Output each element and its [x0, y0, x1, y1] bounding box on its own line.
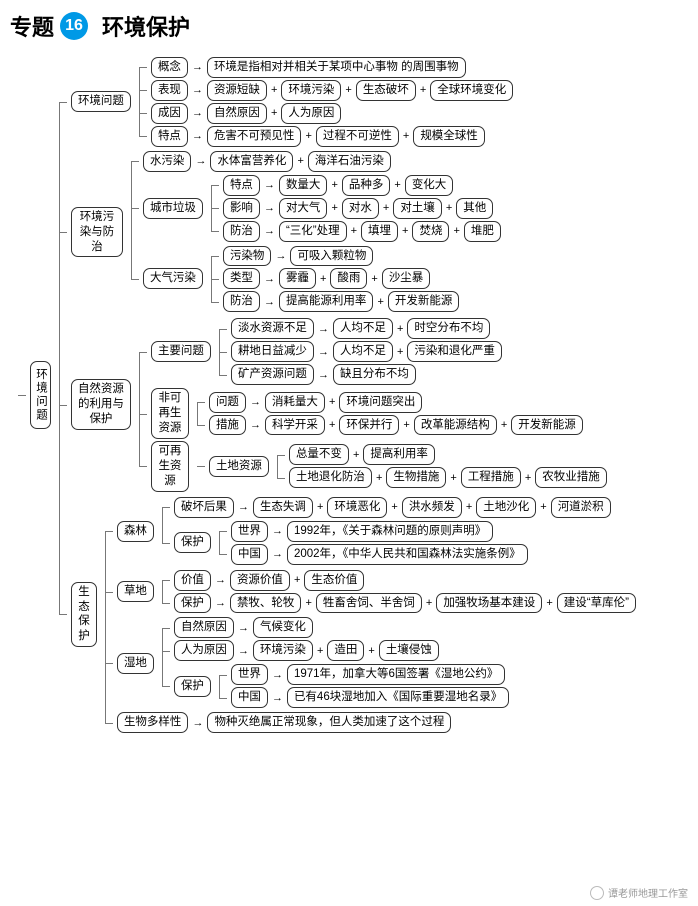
node-nonrenew: 非可再生资源 — [151, 388, 189, 439]
row-cause: 成因→ 自然原因+ 人为原因 — [151, 103, 341, 124]
watermark: 谭老师地理工作室 — [590, 885, 688, 900]
title-prefix: 专题 — [10, 10, 54, 42]
row-concept: 概念→ 环境是指相对并相关于某项中心事物 的周围事物 — [151, 57, 466, 78]
branch-eco: 生态保护 — [71, 582, 97, 648]
node-renew: 可再生资源 — [151, 441, 189, 492]
branch-env-issue: 环境问题 — [71, 91, 131, 112]
row-manifest: 表现→ 资源短缺+ 环境污染+ 生态破坏+ 全球环境变化 — [151, 80, 513, 101]
title-text: 环境保护 — [102, 10, 190, 42]
branch-resources: 自然资源的利用与保护 — [71, 379, 131, 430]
mindmap-tree: 环境问题 环境问题 概念→ 环境是指相对并相关于某项中心事物 的周围事物 表现→… — [10, 54, 688, 736]
branch-pollution: 环境污染与防治 — [71, 207, 123, 258]
node-forest: 森林 — [117, 521, 154, 542]
root-node: 环境问题 — [30, 361, 51, 429]
node-grass: 草地 — [117, 581, 154, 602]
title-number-badge: 16 — [60, 12, 88, 40]
page-title: 专题 16 环境保护 — [10, 10, 688, 42]
wechat-icon — [590, 886, 604, 900]
row-feature: 特点→ 危害不可预见性+ 过程不可逆性+ 规模全球性 — [151, 126, 485, 147]
row-water: 水污染→ 水体富营养化+ 海洋石油污染 — [143, 151, 391, 172]
node-garbage: 城市垃圾 — [143, 198, 203, 219]
node-air: 大气污染 — [143, 268, 203, 289]
node-main-issue: 主要问题 — [151, 341, 211, 362]
row-bio: 生物多样性→物种灭绝属正常现象，但人类加速了这个过程 — [117, 712, 452, 733]
node-wetland: 湿地 — [117, 653, 154, 674]
